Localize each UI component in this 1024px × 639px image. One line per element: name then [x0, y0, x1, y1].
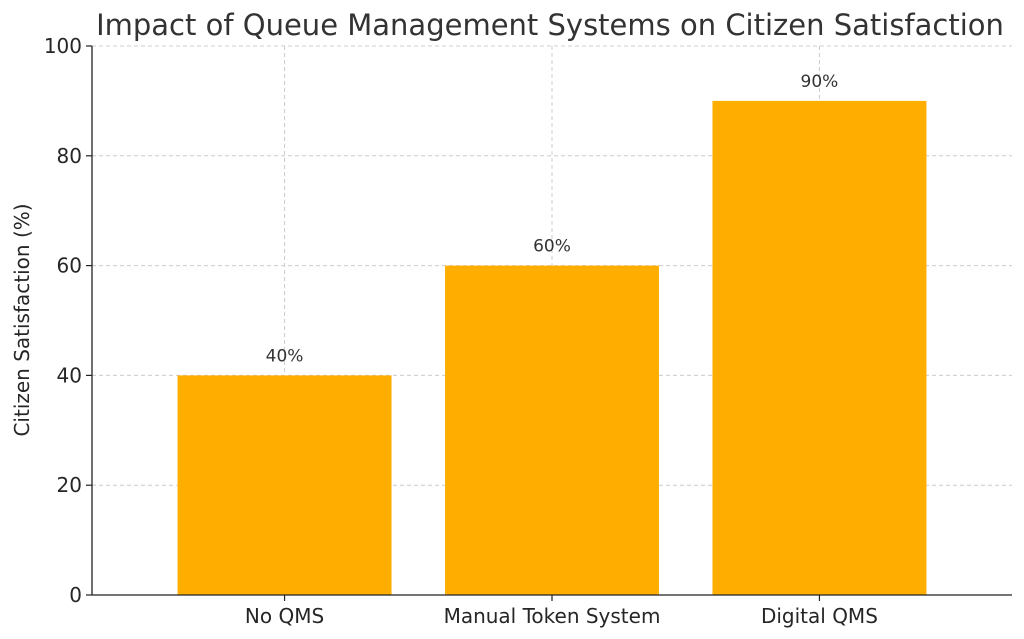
y-tick-label: 60 — [57, 254, 82, 278]
bar-data-label: 90% — [801, 72, 839, 92]
x-tick-label: Manual Token System — [444, 604, 661, 628]
axes — [86, 45, 1012, 601]
y-tick-label: 40 — [57, 363, 82, 387]
bar — [712, 100, 927, 596]
bar — [177, 375, 392, 595]
x-tick-label: Digital QMS — [761, 604, 878, 628]
y-tick-label: 20 — [57, 473, 82, 497]
chart-title: Impact of Queue Management Systems on Ci… — [96, 8, 1004, 42]
bar-data-label: 60% — [533, 237, 571, 257]
tick-labels: 0 20 40 60 80 100 40% No QMS 60% Manual Token Sys… — [44, 34, 878, 628]
y-tick-label: 100 — [44, 34, 82, 58]
bar — [445, 265, 659, 595]
x-tick-label: No QMS — [245, 604, 324, 628]
y-axis-label: Citizen Satisfaction (%) — [10, 203, 34, 436]
y-tick-label: 0 — [69, 583, 82, 607]
y-tick-label: 80 — [57, 144, 82, 168]
bar-data-label: 40% — [266, 346, 304, 366]
bars — [177, 100, 927, 596]
